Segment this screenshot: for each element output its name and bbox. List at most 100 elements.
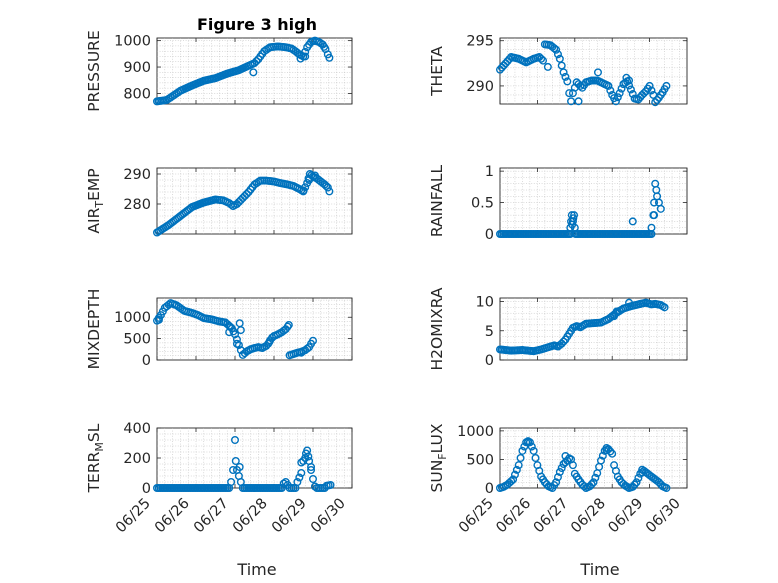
data-point: [662, 81, 671, 90]
data-point: [297, 348, 306, 357]
data-point: [516, 454, 525, 463]
data-point: [638, 468, 647, 477]
y-axis-label: TERRMSL: [85, 423, 106, 493]
data-point: [297, 458, 306, 467]
x-tick-label: 06/26: [493, 496, 534, 537]
data-point: [636, 299, 645, 308]
y-axis-label: THETA: [428, 46, 446, 97]
data-point: [249, 68, 258, 77]
axes-box: [499, 167, 688, 235]
data-point: [552, 45, 561, 54]
y-tick-label: 1: [485, 164, 494, 180]
data-point: [650, 198, 659, 207]
data-point: [567, 97, 576, 106]
data-point: [563, 456, 572, 465]
data-point: [574, 97, 583, 106]
data-point: [296, 54, 305, 63]
subplot-theta: 290 295 THETA: [428, 34, 688, 107]
data-point: [630, 480, 639, 489]
data-point: [531, 454, 540, 463]
y-axis-label: AIRTEMP: [85, 168, 106, 233]
data-point: [559, 337, 568, 346]
data-point: [602, 444, 611, 453]
data-point: [593, 68, 602, 77]
data-point: [509, 475, 518, 484]
data-point: [617, 84, 626, 93]
data-point: [580, 482, 589, 491]
data-point: [236, 326, 245, 335]
data-point: [527, 442, 536, 451]
subplot-rainfall: 0 0.5 1 RAINFALL: [428, 164, 688, 243]
y-tick-label: 5: [485, 324, 494, 340]
y-tick-label: 295: [466, 34, 494, 50]
y-tick-label: 10: [476, 295, 494, 311]
y-tick-label: 290: [466, 79, 494, 95]
y-axis-label: PRESSURE: [85, 30, 103, 112]
data-point: [555, 468, 564, 477]
data-point: [164, 300, 173, 309]
y-tick-label: 500: [123, 332, 151, 348]
data-point: [570, 211, 579, 220]
data-point: [303, 344, 312, 353]
data-point: [227, 200, 236, 209]
y-tick-label: 0: [142, 481, 151, 497]
x-tick-label: 06/27: [191, 496, 232, 537]
data-point: [638, 465, 647, 474]
data-point: [612, 307, 621, 316]
subplot-air-temp: 280 290 AIRTEMP: [85, 167, 353, 237]
x-tick-label: 06/29: [606, 496, 647, 537]
data-point: [505, 55, 514, 64]
x-tick-label: 06/25: [113, 496, 154, 537]
data-point: [309, 475, 318, 484]
x-axis-label-left: Time: [236, 560, 276, 579]
data-point: [650, 211, 659, 220]
data-point: [565, 89, 574, 98]
data-point: [645, 81, 654, 90]
data-point: [647, 223, 656, 232]
data-point: [576, 81, 585, 90]
x-axis-label-right: Time: [579, 560, 619, 579]
data-point: [647, 86, 656, 95]
y-tick-label: 1000: [114, 34, 151, 50]
data-point: [284, 320, 293, 329]
data-point: [297, 469, 306, 478]
data-point: [606, 86, 615, 95]
data-point: [662, 484, 671, 493]
data-point: [252, 57, 261, 66]
data-point: [279, 479, 288, 488]
x-tick-label: 06/30: [643, 496, 684, 537]
data-point: [561, 72, 570, 81]
y-axis-label: H2OMIXRA: [428, 287, 446, 370]
x-tick-label: 06/27: [531, 496, 572, 537]
data-point: [325, 53, 334, 62]
data-point: [569, 214, 578, 223]
y-tick-label: 500: [466, 452, 494, 468]
axes-box: [156, 37, 353, 105]
data-point: [568, 461, 577, 470]
y-tick-label: 0: [485, 481, 494, 497]
y-tick-label: 0: [485, 227, 494, 243]
data-point: [561, 452, 570, 461]
figure-title: Figure 3 high: [197, 15, 317, 34]
data-point: [553, 50, 562, 59]
data-point: [230, 436, 239, 445]
subplot-h2omixra: 0 5 10 H2OMIXRA: [428, 287, 688, 371]
data-point: [305, 175, 314, 184]
data-point: [295, 473, 304, 482]
data-point: [235, 463, 244, 472]
data-point: [543, 62, 552, 71]
y-tick-label: 290: [123, 167, 151, 183]
data-point: [632, 478, 641, 487]
x-tick-label: 06/26: [152, 496, 193, 537]
x-tick-label: 06/30: [308, 496, 349, 537]
data-point: [563, 77, 572, 86]
data-point: [310, 171, 319, 180]
data-point: [539, 56, 548, 65]
data-point: [518, 446, 527, 455]
data-point: [301, 52, 310, 61]
data-point: [625, 76, 634, 85]
data-point: [326, 481, 335, 490]
